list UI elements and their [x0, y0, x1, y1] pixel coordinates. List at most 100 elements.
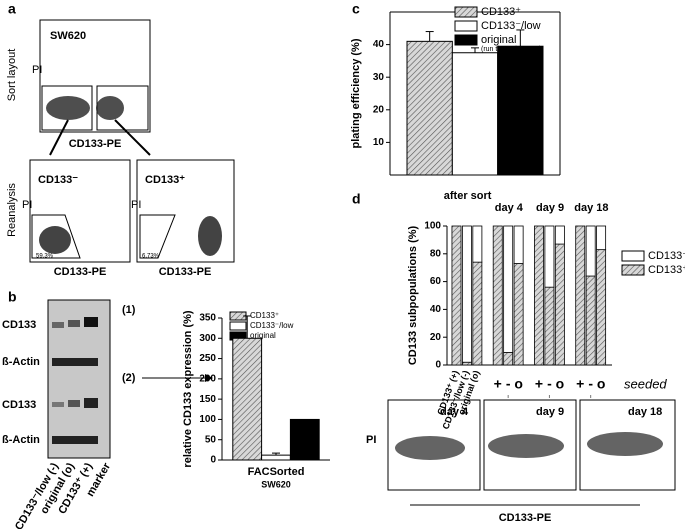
legend-label: CD133⁺: [648, 264, 685, 276]
percent: 59.3%: [36, 254, 54, 260]
bar-segment: [472, 261, 483, 366]
panel-label: d: [352, 191, 361, 207]
bar-segment: [544, 286, 555, 366]
bar: [261, 454, 291, 461]
y-tick-label: 20: [430, 332, 442, 343]
axis-label: PI: [32, 64, 42, 76]
y-tick-label: 30: [373, 72, 385, 83]
y-axis-label: CD133 subpopulations (%): [407, 225, 419, 365]
panel-d-flow: day 4 day 9 day 18 PI CD133-PE: [366, 399, 676, 524]
x-tick-label: FACSorted: [248, 466, 305, 478]
blot-mark: (1): [122, 304, 136, 316]
y-tick-label: 0: [210, 455, 216, 466]
x-tick-label: -: [588, 376, 593, 392]
band: [52, 358, 98, 366]
y-tick-label: 0: [435, 360, 441, 371]
panel-label: b: [8, 289, 17, 305]
cell-cloud: [395, 436, 465, 460]
arrow: [49, 119, 69, 156]
bar: [289, 418, 320, 461]
bar-segment: [596, 249, 607, 366]
bar-segment: [575, 225, 586, 366]
gate-label: CD133⁺: [145, 174, 185, 186]
gate: [31, 214, 81, 259]
day-label: day 9: [536, 406, 564, 418]
y-tick-label: 350: [199, 313, 216, 324]
y-tick-label: 300: [199, 333, 216, 344]
y-tick-label: 50: [205, 434, 217, 445]
x-axis-label: SW620: [261, 479, 291, 489]
y-tick-label: 20: [373, 104, 385, 115]
bar-segment: [585, 275, 596, 366]
panel-a: SW620 PI CD133-PE Sort layout CD133⁻ CD1…: [6, 19, 235, 278]
gate: [41, 85, 93, 131]
axis-label: PI: [366, 434, 376, 446]
cell-cloud: [39, 226, 71, 254]
x-tick-label: o: [556, 376, 565, 392]
sample-label: SW620: [50, 30, 86, 42]
bar-segment: [503, 352, 514, 366]
legend-swatch: [454, 34, 478, 46]
band: [84, 398, 98, 408]
bar: [497, 45, 544, 176]
day-label: day 18: [628, 406, 662, 418]
x-tick-label: +: [535, 376, 543, 392]
axis-label: PI: [22, 199, 32, 211]
axis-label: CD133-PE: [159, 266, 212, 278]
bar-segment: [513, 263, 524, 366]
y-tick-label: 150: [199, 394, 216, 405]
legend-label: CD133⁻/low: [648, 250, 685, 262]
panel-label: a: [8, 1, 16, 17]
legend-label: original: [481, 34, 516, 46]
day-label: day 4: [440, 406, 469, 418]
y-tick-label: 40: [373, 39, 385, 50]
bar: [451, 52, 499, 176]
y-tick-label: 100: [199, 414, 216, 425]
legend-swatch: [454, 20, 478, 32]
bar-segment: [554, 225, 565, 245]
arrow-head: [205, 374, 213, 382]
gate-label: CD133⁻: [38, 174, 78, 186]
legend-label: original: [250, 331, 276, 340]
band: [68, 400, 80, 407]
bar-segment: [544, 225, 555, 288]
x-tick-label: o: [514, 376, 523, 392]
band: [84, 317, 98, 327]
bar-segment: [461, 225, 472, 363]
y-tick-label: 100: [424, 221, 441, 232]
blot-mark: (2): [122, 372, 136, 384]
bar-segment: [503, 225, 514, 353]
cell-cloud: [198, 216, 222, 256]
legend-label: CD133⁺: [250, 311, 279, 320]
row-label: Reanalysis: [6, 183, 18, 237]
panel-label: c: [352, 1, 360, 17]
cell-cloud: [587, 432, 663, 456]
axis-label: CD133-PE: [69, 138, 122, 150]
x-tick-label: +: [494, 376, 502, 392]
group-label: after sort: [444, 190, 492, 202]
bar-segment: [513, 225, 524, 264]
cell-cloud: [46, 96, 90, 120]
x-tick-label: +: [576, 376, 584, 392]
blot-row: CD133: [2, 319, 36, 331]
blot-row: ß-Actin: [2, 356, 40, 368]
row-label: Sort layout: [6, 49, 18, 102]
percent: 6.73%: [142, 254, 160, 260]
blot-row: ß-Actin: [2, 434, 40, 446]
band: [52, 322, 64, 328]
y-tick-label: 200: [199, 373, 216, 384]
bar: [232, 337, 263, 461]
bar-segment: [451, 225, 462, 366]
axis-label: CD133-PE: [499, 512, 552, 524]
legend-label: CD133⁻/low: [481, 20, 541, 32]
x-tick-label: o: [597, 376, 606, 392]
y-tick-label: 10: [373, 137, 385, 148]
legend-label: CD133⁻/low: [250, 321, 294, 330]
x-tick-label: -: [506, 376, 511, 392]
bar-segment: [461, 361, 472, 366]
y-axis-label: plating efficiency (%): [350, 38, 362, 148]
legend-label: CD133⁺: [481, 6, 521, 18]
gate: [139, 214, 176, 259]
legend-swatch: [454, 6, 478, 18]
